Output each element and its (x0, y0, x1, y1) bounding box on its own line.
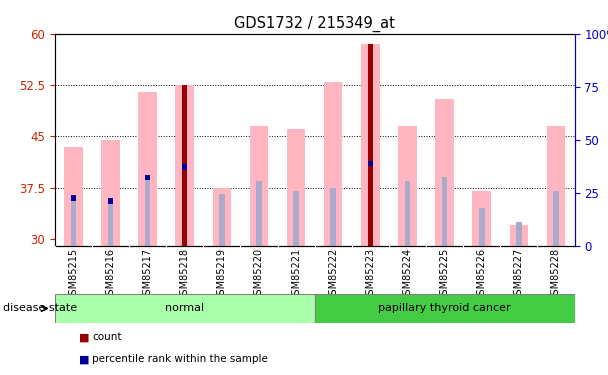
Bar (293, 191, 299, 246)
Bar (361, 44, 379, 246)
Text: GSM85217: GSM85217 (142, 248, 153, 301)
Bar (479, 208, 485, 246)
Bar (145, 177, 150, 246)
Text: GSM85226: GSM85226 (477, 248, 487, 301)
Title: GDS1732 / 215349_at: GDS1732 / 215349_at (234, 16, 395, 32)
Bar (398, 126, 416, 246)
Bar (138, 92, 157, 246)
Text: GSM85216: GSM85216 (105, 248, 116, 301)
Bar (472, 191, 491, 246)
Bar (213, 188, 231, 246)
Bar (64, 147, 83, 246)
Bar (516, 222, 522, 246)
Bar (101, 140, 120, 246)
Text: GSM85223: GSM85223 (365, 248, 375, 301)
Bar (435, 99, 454, 246)
Bar (256, 181, 261, 246)
Bar (175, 85, 194, 246)
Text: count: count (92, 333, 122, 342)
Text: GSM85219: GSM85219 (217, 248, 227, 301)
Bar (547, 126, 565, 246)
Bar (368, 161, 373, 166)
Bar (219, 194, 224, 246)
Bar (108, 201, 113, 246)
Text: GSM85224: GSM85224 (402, 248, 412, 301)
Bar (108, 198, 113, 204)
Text: GSM85220: GSM85220 (254, 248, 264, 301)
Text: GSM85228: GSM85228 (551, 248, 561, 301)
Text: ■: ■ (79, 333, 89, 342)
Text: GSM85221: GSM85221 (291, 248, 301, 301)
Bar (182, 164, 187, 170)
Bar (55, 294, 315, 322)
Text: disease state: disease state (3, 303, 77, 313)
Bar (315, 294, 575, 322)
Text: ■: ■ (79, 354, 89, 364)
Bar (324, 82, 342, 246)
Bar (368, 44, 373, 246)
Bar (405, 181, 410, 246)
Bar (182, 85, 187, 246)
Text: papillary thyroid cancer: papillary thyroid cancer (378, 303, 511, 313)
Bar (71, 195, 76, 201)
Bar (71, 198, 76, 246)
Bar (250, 126, 268, 246)
Bar (510, 225, 528, 246)
Bar (287, 129, 305, 246)
Bar (442, 177, 447, 246)
Text: normal: normal (165, 303, 204, 313)
Bar (368, 164, 373, 246)
Text: GSM85218: GSM85218 (180, 248, 190, 301)
Bar (330, 188, 336, 246)
Bar (553, 191, 559, 246)
Text: GSM85215: GSM85215 (68, 248, 78, 301)
Text: GSM85227: GSM85227 (514, 248, 524, 302)
Text: GSM85222: GSM85222 (328, 248, 338, 302)
Bar (145, 174, 150, 180)
Bar (182, 167, 187, 246)
Text: GSM85225: GSM85225 (440, 248, 449, 302)
Text: percentile rank within the sample: percentile rank within the sample (92, 354, 268, 364)
